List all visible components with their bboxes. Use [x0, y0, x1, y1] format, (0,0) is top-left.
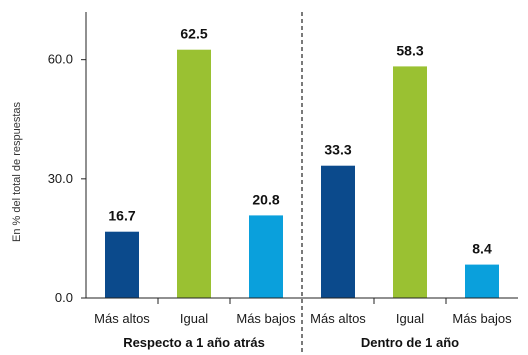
bar-1-1 [105, 231, 139, 298]
data-label: 62.5 [180, 26, 207, 42]
group-label: Dentro de 1 año [361, 335, 459, 350]
x-category-label: Más altos [310, 311, 366, 326]
bar-1-3 [249, 215, 283, 298]
y-tick-label: 0.0 [55, 290, 73, 305]
y-axis-label: En % del total de respuestas [11, 101, 23, 242]
data-label: 58.3 [396, 42, 423, 58]
bar-2-1 [321, 165, 355, 298]
data-label: 8.4 [472, 241, 492, 257]
y-tick-label: 60.0 [48, 52, 73, 67]
x-category-label: Más altos [94, 311, 150, 326]
bar-1-2 [177, 49, 211, 299]
bar-2-2 [393, 66, 427, 299]
y-tick-label: 30.0 [48, 171, 73, 186]
x-category-label: Igual [180, 311, 208, 326]
x-category-label: Más bajos [236, 311, 296, 326]
y-axis: 0.0 30.0 60.0 [48, 12, 87, 305]
data-label: 33.3 [324, 142, 351, 158]
group-label: Respecto a 1 año atrás [123, 335, 265, 350]
x-axis: Más altos Igual Más bajos Respecto a 1 año … [86, 12, 518, 352]
data-label: 20.8 [252, 191, 279, 207]
bars-layer: 16.7 62.5 20.8 33.3 58.3 8.4 [105, 26, 499, 299]
bar-2-3 [465, 264, 499, 298]
data-label: 16.7 [108, 208, 135, 224]
x-category-label: Igual [396, 311, 424, 326]
x-category-label: Más bajos [452, 311, 512, 326]
